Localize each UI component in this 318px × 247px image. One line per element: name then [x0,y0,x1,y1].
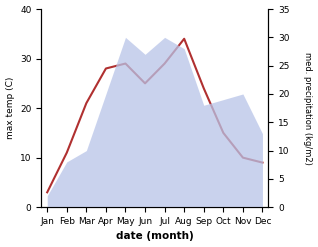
Y-axis label: med. precipitation (kg/m2): med. precipitation (kg/m2) [303,52,313,165]
X-axis label: date (month): date (month) [116,231,194,242]
Y-axis label: max temp (C): max temp (C) [5,77,15,139]
